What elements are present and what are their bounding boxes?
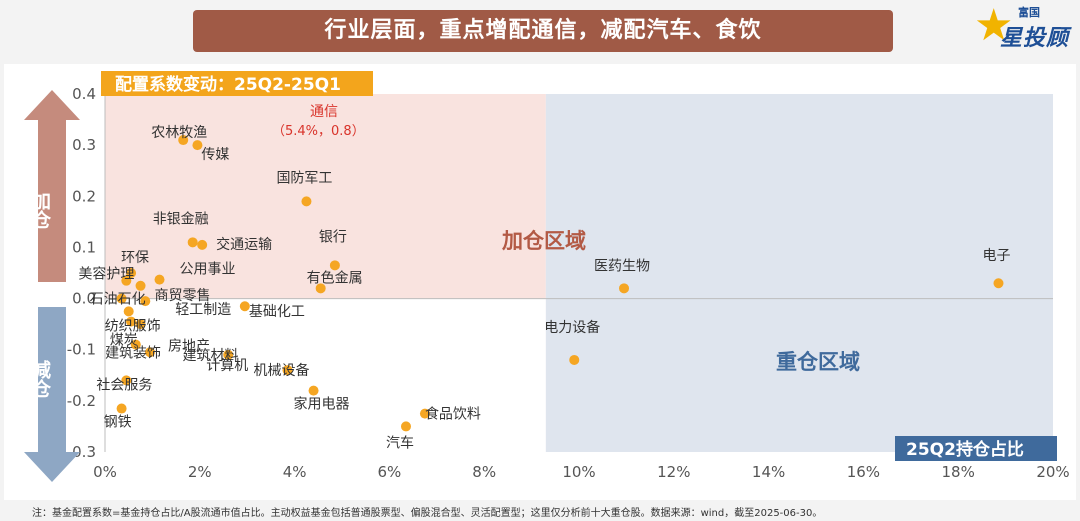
point-label: 社会服务 xyxy=(96,377,152,393)
point-label: 煤炭 xyxy=(110,333,138,349)
point-label: 建筑装饰 xyxy=(105,346,161,362)
data-point xyxy=(145,347,156,358)
point-label: 基础化工 xyxy=(249,303,305,320)
logo-main-text: 星投顾 xyxy=(1000,26,1070,51)
brand-logo: ★ 富国 星投顾 xyxy=(972,2,1072,52)
point-label: 电力设备 xyxy=(544,319,600,336)
data-point xyxy=(223,349,234,360)
ylabel-text: 配置系数变动：25Q2-25Q1 xyxy=(115,74,341,95)
ylabel-box xyxy=(101,71,373,96)
point-label: 交通运输 xyxy=(216,236,272,253)
point-label: 食品饮料 xyxy=(425,406,481,423)
point-label: 电子 xyxy=(982,248,1010,264)
y-tick-label: 0.0 xyxy=(72,290,96,308)
point-label: 美容护理 xyxy=(78,266,134,283)
add-region xyxy=(105,94,546,299)
point-label: 商贸零售 xyxy=(155,288,211,304)
data-point xyxy=(993,278,1004,289)
point-label: 汽车 xyxy=(386,434,414,451)
point-label: 有色金属 xyxy=(307,269,363,286)
star-icon: ★ xyxy=(974,0,1014,51)
point-label: 国防军工 xyxy=(276,170,332,186)
point-label: 医药生物 xyxy=(594,258,650,274)
data-point xyxy=(301,196,312,207)
data-point xyxy=(315,283,326,294)
point-label: 农林牧渔 xyxy=(151,125,207,141)
x-tick-label: 8% xyxy=(472,463,496,481)
data-point xyxy=(130,339,141,350)
page-title: 行业层面，重点增配通信，减配汽车、食饮 xyxy=(193,10,893,52)
data-point xyxy=(140,296,151,307)
data-point xyxy=(154,274,165,285)
point-label: 石油石化 xyxy=(90,292,146,308)
data-point xyxy=(239,301,250,312)
data-point xyxy=(308,385,319,396)
point-label: 机械设备 xyxy=(253,362,309,379)
data-point xyxy=(116,403,127,414)
xlabel-text: 25Q2持仓占比 xyxy=(906,439,1024,460)
x-tick-label: 10% xyxy=(562,463,595,481)
x-tick-label: 12% xyxy=(657,463,690,481)
data-point xyxy=(121,375,132,386)
data-point xyxy=(123,306,134,317)
arrow-up-label: 加仓 xyxy=(29,191,52,229)
x-tick-label: 20% xyxy=(1036,463,1069,481)
point-label: 公用事业 xyxy=(180,262,236,278)
data-point xyxy=(197,239,208,250)
point-label: 纺织服饰 xyxy=(105,318,161,334)
arrow-down-label: 减仓 xyxy=(29,359,52,398)
data-point xyxy=(419,408,430,419)
x-tick-label: 6% xyxy=(378,463,402,481)
data-point xyxy=(126,316,137,327)
point-label: 传媒 xyxy=(201,147,229,163)
x-tick-label: 4% xyxy=(283,463,307,481)
data-point xyxy=(569,354,580,365)
y-tick-label: 0.1 xyxy=(72,238,96,256)
data-point xyxy=(121,275,132,286)
data-point xyxy=(178,135,189,146)
region-heavy-label: 重仓区域 xyxy=(776,350,860,374)
point-label: 银行 xyxy=(319,229,347,245)
x-tick-label: 0% xyxy=(93,463,117,481)
x-tick-label: 18% xyxy=(942,463,975,481)
heavy-region xyxy=(545,94,1053,452)
data-point xyxy=(187,237,198,248)
down-arrow-icon xyxy=(24,307,80,482)
up-arrow-icon xyxy=(24,90,80,282)
y-tick-label: -0.2 xyxy=(67,392,96,410)
point-label: 钢铁 xyxy=(104,415,132,431)
point-label: 非银金融 xyxy=(153,211,209,227)
point-label: 计算机 xyxy=(206,358,248,374)
point-label: 轻工制造 xyxy=(175,302,231,318)
y-tick-label: 0.3 xyxy=(72,136,96,154)
data-point xyxy=(192,140,203,151)
xlabel-box xyxy=(895,436,1057,461)
data-point xyxy=(619,283,630,294)
y-tick-label: 0.2 xyxy=(72,187,96,205)
x-tick-label: 16% xyxy=(847,463,880,481)
data-point xyxy=(135,280,146,291)
data-point xyxy=(329,260,340,271)
data-point xyxy=(126,268,137,278)
region-add-label: 加仓区域 xyxy=(501,229,586,253)
point-label: 建筑材料 xyxy=(183,348,239,364)
x-tick-label: 2% xyxy=(188,463,212,481)
logo-top-text: 富国 xyxy=(1018,6,1040,19)
point-label: 房地产 xyxy=(168,338,210,354)
data-point xyxy=(116,293,127,304)
y-tick-label: -0.1 xyxy=(67,341,96,359)
x-tick-label: 14% xyxy=(752,463,785,481)
point-label: 家用电器 xyxy=(294,396,350,413)
callout-coords: （5.4%，0.8） xyxy=(272,124,365,139)
data-point xyxy=(282,365,293,376)
data-point xyxy=(400,421,411,432)
y-tick-label: 0.4 xyxy=(72,85,96,103)
footnote: 注：基金配置系数=基金持仓占比/A股流通市值占比。主动权益基金包括普通股票型、偏… xyxy=(32,508,823,519)
callout-name: 通信 xyxy=(310,104,338,120)
point-label: 环保 xyxy=(121,250,149,266)
data-point xyxy=(135,319,146,330)
